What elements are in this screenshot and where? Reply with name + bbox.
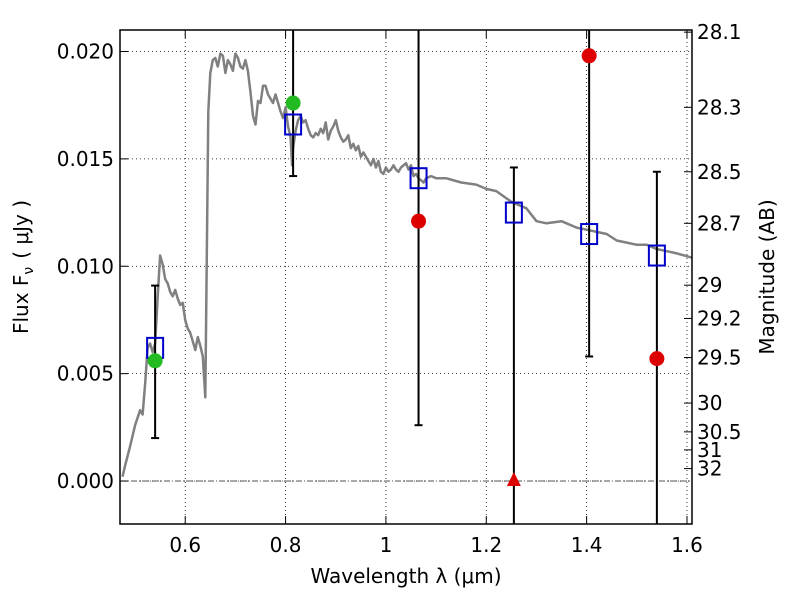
x-tick-label: 1.2 [470, 533, 502, 557]
y-axis-left-title: Flux Fν ( μJy ) [9, 200, 37, 334]
y-tick-label: 0.015 [57, 147, 114, 171]
x-tick-label: 1.4 [571, 533, 603, 557]
magnitude-tick-label: 28.5 [697, 160, 742, 184]
magnitude-tick-label: 29 [697, 273, 722, 297]
plot-area [121, 30, 692, 524]
magnitude-tick-label: 29.5 [697, 346, 742, 370]
y-axis-left-title-unit: ( μJy ) [9, 200, 33, 259]
model-sed-line [121, 52, 692, 477]
x-tick-label: 0.6 [169, 533, 201, 557]
magnitude-tick-label: 28.7 [697, 211, 742, 235]
y-axis-right-title: Magnitude (AB) [755, 199, 779, 354]
observed-flux-point [411, 213, 427, 229]
y-axis-left: 0.000 0.005 0.010 0.015 0.020 [57, 39, 128, 493]
y-tick-label: 0.020 [57, 39, 114, 63]
y-tick-label: 0.005 [57, 362, 114, 386]
model-photometry-square [580, 223, 599, 246]
magnitude-tick-label: 28.3 [697, 95, 742, 119]
x-axis: 0.6 0.8 1 1.2 1.4 1.6 [169, 30, 703, 557]
model-photometry-square [504, 201, 523, 224]
x-tick-label: 0.8 [270, 533, 302, 557]
plot-frame [119, 29, 693, 525]
observed-flux-point [581, 48, 597, 64]
magnitude-tick-label: 31 [697, 438, 722, 462]
y-tick-label: 0.010 [57, 254, 114, 278]
observed-flux-point [147, 353, 163, 369]
model-photometry-square [647, 244, 666, 267]
x-axis-title: Wavelength λ (μm) [310, 564, 501, 588]
x-tick-label: 1 [380, 533, 393, 557]
model-photometry-square [409, 167, 428, 190]
upper-limit-triangle [506, 472, 521, 487]
model-photometry-square [284, 113, 303, 136]
observed-flux-point [285, 95, 301, 111]
y-axis-left-title-main: Flux F [9, 275, 33, 334]
observed-flux-point [649, 351, 665, 367]
y-axis-left-title-subscript: ν [21, 267, 37, 275]
magnitude-tick-label: 32 [697, 457, 722, 481]
magnitude-tick-label: 28.1 [697, 20, 742, 44]
magnitude-tick-label: 29.2 [697, 306, 742, 330]
y-tick-label: 0.000 [57, 469, 114, 493]
magnitude-tick-label: 30.5 [697, 420, 742, 444]
magnitude-tick-label: 30 [697, 391, 722, 415]
x-tick-label: 1.6 [671, 533, 703, 557]
